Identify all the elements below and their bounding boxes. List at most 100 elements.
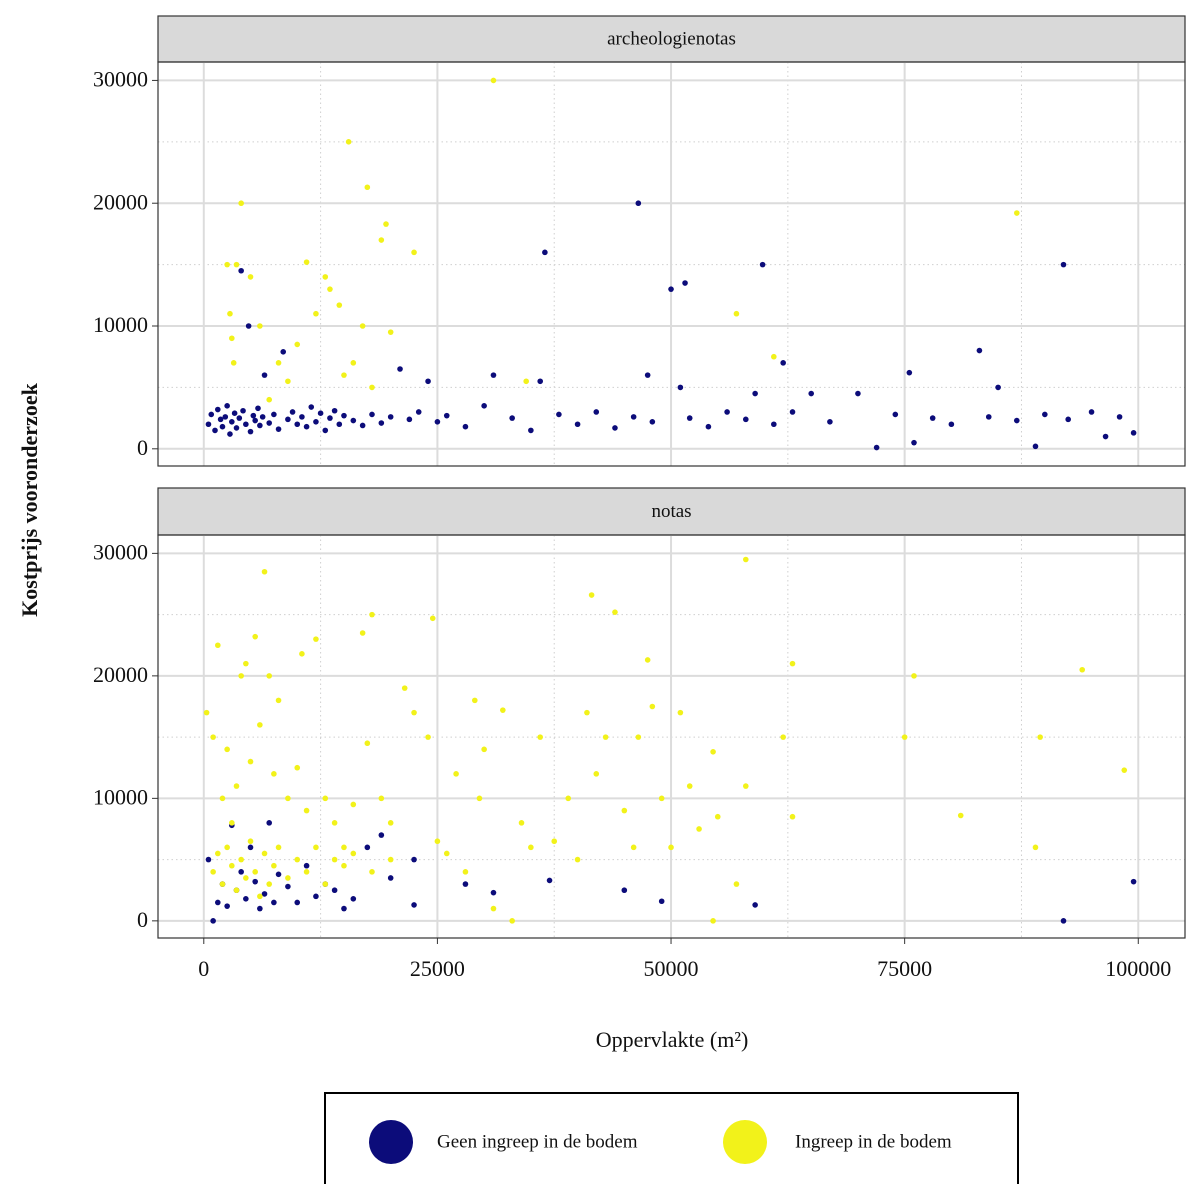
point — [901, 734, 908, 740]
point — [247, 274, 254, 280]
point — [266, 820, 273, 826]
point — [710, 918, 716, 924]
point — [285, 875, 291, 881]
point — [1013, 417, 1020, 424]
point — [425, 734, 431, 740]
point — [658, 795, 665, 802]
point — [257, 893, 263, 900]
point — [243, 421, 249, 428]
facet-title: archeologienotas — [607, 28, 736, 49]
point — [995, 384, 1001, 391]
point — [236, 415, 243, 421]
point — [313, 310, 319, 317]
point — [215, 850, 221, 857]
point — [546, 877, 553, 884]
point — [369, 384, 375, 391]
point — [621, 887, 628, 894]
point — [313, 844, 319, 851]
point — [612, 425, 618, 431]
point — [224, 403, 230, 409]
point — [299, 414, 305, 420]
y-tick-label: 0 — [137, 435, 148, 460]
point — [350, 417, 357, 424]
legend-label: Ingreep in de bodem — [795, 1131, 952, 1152]
point — [229, 335, 235, 342]
point — [238, 869, 244, 875]
point — [238, 856, 244, 863]
point — [1088, 409, 1095, 415]
point — [443, 850, 450, 857]
point — [1121, 767, 1128, 773]
point — [359, 630, 366, 636]
point — [481, 746, 487, 753]
point — [509, 918, 515, 924]
point — [350, 850, 357, 857]
point — [677, 709, 684, 716]
point — [644, 657, 651, 663]
point — [341, 905, 347, 912]
point — [705, 423, 712, 430]
point — [285, 416, 291, 423]
point — [233, 783, 240, 789]
point — [233, 425, 240, 431]
point — [383, 221, 389, 227]
point — [733, 881, 740, 887]
point — [789, 813, 796, 820]
point — [1065, 416, 1071, 423]
point — [303, 862, 310, 869]
point — [411, 709, 417, 716]
point — [322, 274, 329, 280]
point — [714, 813, 721, 820]
point — [257, 323, 263, 329]
point — [1102, 433, 1109, 440]
point — [406, 416, 413, 423]
point — [808, 390, 815, 397]
point — [873, 444, 880, 451]
point — [378, 237, 385, 243]
point — [1032, 844, 1039, 851]
point — [229, 418, 235, 425]
point — [252, 869, 258, 875]
point — [378, 795, 385, 802]
point — [1130, 878, 1137, 885]
y-tick-label: 10000 — [93, 312, 148, 337]
point — [313, 893, 319, 900]
point — [299, 651, 305, 657]
point — [1079, 666, 1086, 673]
point — [275, 360, 282, 366]
point — [250, 412, 257, 419]
point — [219, 881, 226, 887]
point — [317, 410, 324, 416]
point — [243, 875, 249, 881]
point — [261, 568, 268, 575]
point — [212, 427, 218, 434]
legend-label: Geen ingreep in de bodem — [437, 1131, 638, 1152]
point — [523, 378, 529, 385]
point — [686, 415, 693, 421]
legend-box — [324, 1092, 1019, 1184]
point — [261, 850, 268, 857]
point — [289, 409, 296, 415]
point — [789, 409, 796, 415]
point — [222, 414, 229, 420]
point — [780, 360, 786, 366]
facet-strip — [157, 487, 1186, 536]
x-tick-label: 0 — [198, 956, 209, 981]
point — [275, 426, 282, 432]
point — [266, 673, 273, 679]
panel-border — [157, 61, 1186, 467]
point — [243, 660, 249, 667]
point — [331, 856, 338, 863]
point — [210, 869, 216, 875]
point — [462, 423, 469, 430]
point — [710, 749, 716, 755]
point — [238, 673, 244, 679]
point — [752, 902, 758, 908]
point — [612, 609, 618, 615]
point — [1032, 443, 1039, 450]
point — [275, 697, 282, 704]
point — [336, 421, 343, 428]
panel-border — [157, 534, 1186, 939]
point — [275, 844, 282, 851]
point — [490, 77, 497, 84]
